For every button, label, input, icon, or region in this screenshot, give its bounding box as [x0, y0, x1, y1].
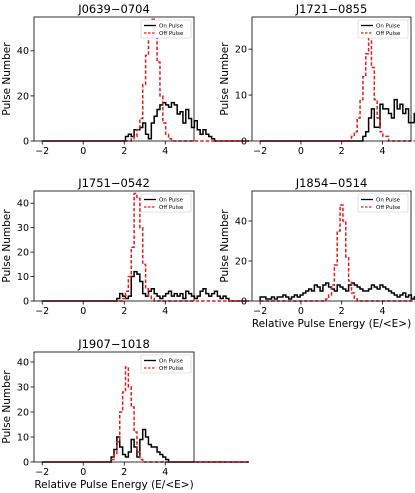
x-tick-label: 4 [162, 306, 168, 317]
x-tick-label: −2 [253, 306, 267, 317]
x-tick-label: 4 [162, 146, 168, 157]
x-tick-label: 2 [121, 306, 127, 317]
x-tick-label: 2 [339, 306, 345, 317]
y-tick-label: 10 [17, 272, 29, 283]
series-on-pulse-line [42, 101, 249, 142]
series-on-pulse-line [259, 282, 415, 301]
y-tick-label: 0 [23, 296, 29, 307]
x-axis-label: Relative Pulse Energy (E/<E>) [252, 318, 411, 330]
y-axis-label: Pulse Number [219, 42, 231, 116]
legend-label: On Pulse [376, 24, 401, 30]
x-tick-label: −2 [253, 146, 267, 157]
y-tick-label: 10 [17, 432, 29, 443]
plot-frame [251, 190, 412, 302]
legend-label: Off Pulse [376, 205, 401, 211]
chart-title: J1721−0855 [295, 2, 368, 16]
chart-title: J1751−0542 [77, 176, 150, 190]
legend-label: On Pulse [376, 198, 401, 204]
x-tick-label: 0 [80, 306, 86, 317]
plot-frame [33, 190, 195, 302]
y-tick-label: 10 [235, 90, 247, 101]
x-tick-label: 4 [379, 306, 385, 317]
y-tick-label: 20 [17, 91, 29, 102]
series-on-pulse-line [260, 98, 415, 142]
x-tick-label: 0 [80, 146, 86, 157]
series-off-pulse-line [260, 30, 415, 142]
legend-label: Off Pulse [159, 366, 184, 372]
chart-title: J1907−1018 [77, 337, 150, 351]
x-axis-label: Relative Pulse Energy (E/<E>) [34, 479, 193, 491]
x-tick-label: 2 [121, 467, 127, 478]
y-tick-label: 40 [17, 199, 29, 210]
y-tick-label: 0 [241, 296, 247, 307]
y-axis-label: Pulse Number [1, 42, 13, 116]
legend-label: Off Pulse [159, 205, 184, 211]
y-axis-label: Pulse Number [219, 209, 231, 283]
y-tick-label: 20 [17, 248, 29, 259]
y-tick-label: 40 [17, 357, 29, 368]
y-tick-label: 40 [17, 46, 29, 57]
y-tick-label: 30 [17, 382, 29, 393]
y-tick-label: 0 [23, 457, 29, 468]
y-tick-label: 20 [17, 407, 29, 418]
y-tick-label: 0 [241, 136, 247, 147]
series-on-pulse-line [42, 428, 249, 463]
legend-label: On Pulse [159, 359, 184, 365]
y-tick-label: 0 [23, 136, 29, 147]
plot-frame [33, 16, 195, 142]
y-axis-label: Pulse Number [1, 209, 13, 283]
x-tick-label: 0 [298, 306, 304, 317]
chart-title: J0639−0704 [77, 2, 150, 16]
plot-frame [251, 16, 412, 142]
chart-title: J1854−0514 [295, 176, 368, 190]
plot-frame [33, 351, 195, 463]
legend-label: On Pulse [159, 24, 184, 30]
series-off-pulse-line [42, 366, 249, 463]
x-tick-label: 2 [339, 146, 345, 157]
x-tick-label: −2 [35, 467, 49, 478]
x-tick-label: 0 [298, 146, 304, 157]
x-tick-label: −2 [35, 146, 49, 157]
x-tick-label: 4 [162, 467, 168, 478]
x-tick-label: 2 [121, 146, 127, 157]
panel-2: −2 0 2 4 0 10 20 J1721−0855 Pulse Number On Pulse… [219, 2, 415, 157]
y-tick-label: 40 [235, 216, 247, 227]
y-axis-label: Pulse Number [1, 370, 13, 444]
y-tick-label: 20 [235, 45, 247, 56]
y-tick-label: 30 [17, 223, 29, 234]
legend-label: On Pulse [159, 198, 184, 204]
legend-label: Off Pulse [159, 31, 184, 37]
y-tick-label: 20 [235, 256, 247, 267]
legend-label: Off Pulse [376, 31, 401, 37]
x-tick-label: −2 [35, 306, 49, 317]
x-tick-label: 0 [80, 467, 86, 478]
x-tick-label: 4 [379, 146, 385, 157]
